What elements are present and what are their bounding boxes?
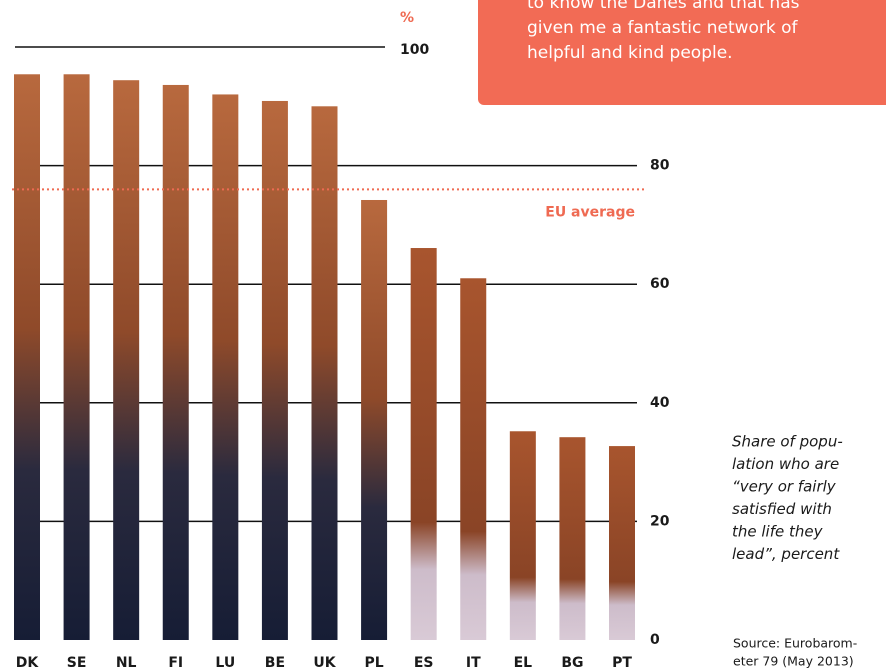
y-tick-label: 20: [650, 513, 670, 529]
bar: [609, 446, 635, 640]
x-tick-label: NL: [116, 655, 137, 671]
source-line: Source: Eurobarom-: [733, 636, 857, 651]
bar: [14, 74, 40, 640]
bar: [262, 101, 288, 640]
bar: [361, 200, 387, 640]
note-line: lead”, percent: [732, 545, 840, 563]
note-line: Share of popu-: [732, 433, 843, 451]
bar: [163, 85, 189, 640]
x-tick-label: LU: [215, 655, 235, 671]
bar: [510, 431, 536, 640]
quote-line: given me a fantastic network of: [527, 18, 799, 38]
x-tick-label: BG: [561, 655, 583, 671]
x-tick-label: DK: [16, 655, 40, 671]
quote-line: helpful and kind people.: [527, 43, 733, 63]
note-line: “very or fairly: [732, 478, 837, 496]
bar: [559, 437, 585, 640]
y-tick-label: 80: [650, 158, 670, 174]
bar: [411, 248, 437, 640]
y-tick-label: 40: [650, 395, 670, 411]
bar: [113, 80, 139, 640]
bar: [64, 74, 90, 640]
x-tick-label: BE: [265, 655, 285, 671]
x-tick-label: EL: [514, 655, 533, 671]
bar: [212, 94, 238, 640]
y-tick-label: 100: [400, 42, 429, 58]
bar: [460, 278, 486, 640]
note-line: the life they: [732, 523, 824, 541]
note-line: satisfied with: [732, 500, 832, 518]
unit-label: %: [400, 10, 414, 26]
y-tick-label: 0: [650, 632, 660, 648]
note-line: lation who are: [732, 455, 839, 473]
x-tick-label: FI: [168, 655, 183, 671]
bar: [312, 106, 338, 640]
chart: to know the Danes and that has given me a…: [0, 0, 886, 671]
x-tick-label: UK: [313, 655, 336, 671]
x-tick-label: PT: [612, 655, 632, 671]
reference-label: EU average: [545, 204, 635, 220]
x-tick-label: IT: [466, 655, 481, 671]
source-line: eter 79 (May 2013): [733, 654, 854, 669]
y-tick-label: 60: [650, 276, 670, 292]
x-tick-label: ES: [414, 655, 434, 671]
x-tick-label: PL: [364, 655, 383, 671]
x-tick-label: SE: [67, 655, 87, 671]
quote-line: to know the Danes and that has: [527, 0, 800, 13]
